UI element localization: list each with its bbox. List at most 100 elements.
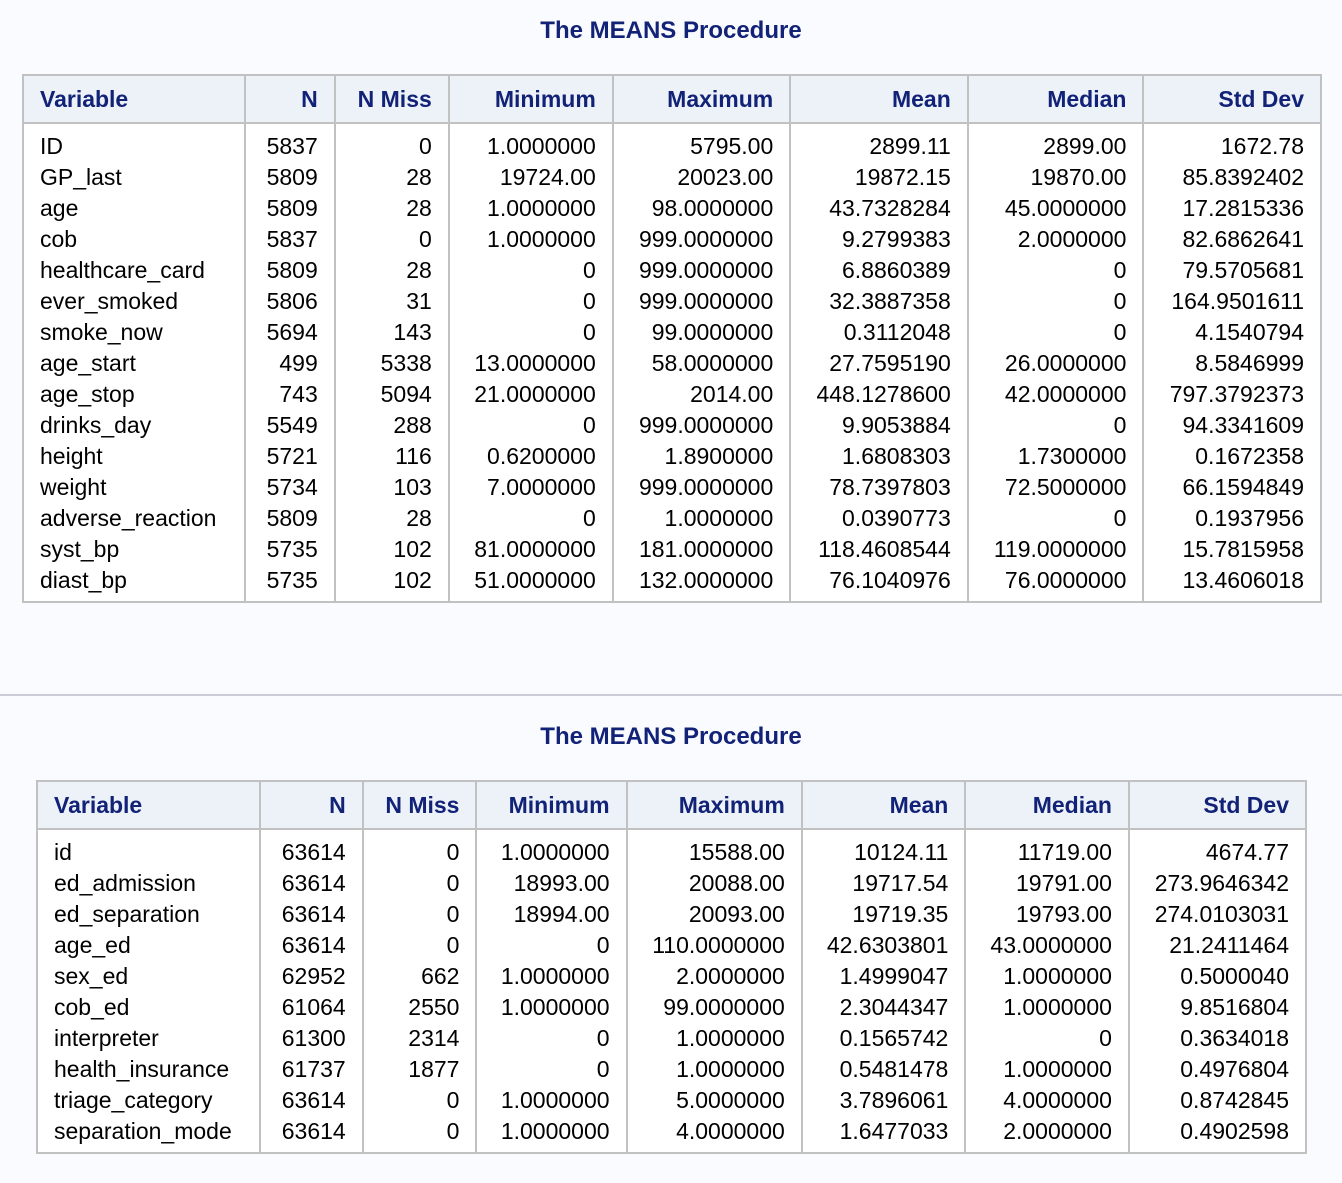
mean-cell: 0.5481478 xyxy=(800,1054,966,1085)
std-dev-cell: 13.4606018 xyxy=(1142,565,1321,602)
mean-cell: 78.7397803 xyxy=(789,472,968,503)
variable-cell: weight xyxy=(40,474,107,500)
std-dev-cell: 94.3341609 xyxy=(1142,410,1321,441)
std-dev-cell: 0.1672358 xyxy=(1142,441,1321,472)
std-dev-cell: 4674.77 xyxy=(1127,829,1306,868)
n-cell: 499 xyxy=(243,348,335,379)
median-cell: 1.0000000 xyxy=(964,992,1129,1023)
mean-cell: 19719.35 xyxy=(800,899,966,930)
median-cell: 43.0000000 xyxy=(964,930,1129,961)
variable-cell: ID xyxy=(40,133,63,159)
table-body: ID 5837 0 1.0000000 5795.00 2899.11 2899.00 167… xyxy=(23,123,1321,602)
mean-cell: 76.1040976 xyxy=(789,565,968,602)
median-cell: 72.5000000 xyxy=(966,472,1144,503)
n-cell: 61737 xyxy=(258,1054,363,1085)
minimum-cell: 0 xyxy=(475,1023,627,1054)
table-row: id 63614 0 1.0000000 15588.00 10124.11 11719.0… xyxy=(37,829,1306,868)
minimum-cell: 0 xyxy=(447,503,613,534)
n-cell: 743 xyxy=(243,379,335,410)
median-cell: 0 xyxy=(966,286,1144,317)
maximum-cell: 181.0000000 xyxy=(611,534,791,565)
variable-header: Variable xyxy=(23,75,245,124)
mean-cell: 3.7896061 xyxy=(800,1085,966,1116)
n-miss-cell: 2314 xyxy=(361,1023,477,1054)
variable-cell: age xyxy=(40,195,79,221)
means-table: Variable N N Miss Minimum Maximum Mean Median S… xyxy=(36,780,1307,1154)
table-row: age 5809 28 1.0000000 98.0000000 43.7328284 45… xyxy=(23,193,1321,224)
procedure-title: The MEANS Procedure xyxy=(540,723,802,750)
minimum-cell: 7.0000000 xyxy=(447,472,613,503)
mean-cell: 10124.11 xyxy=(800,829,966,868)
minimum-cell: 1.0000000 xyxy=(475,961,627,992)
means-output-section-1: The MEANS Procedure Variable N N Miss Minim… xyxy=(22,17,1322,603)
n-cell: 5549 xyxy=(243,410,335,441)
std-dev-header: Std Dev xyxy=(1142,75,1321,124)
n-miss-cell: 116 xyxy=(333,441,449,472)
table-row: ed_separation 63614 0 18994.00 20093.00 19719… xyxy=(37,899,1306,930)
variable-cell: ed_separation xyxy=(54,901,200,927)
n-cell: 5806 xyxy=(243,286,335,317)
minimum-cell: 13.0000000 xyxy=(447,348,613,379)
n-cell: 5837 xyxy=(243,123,335,162)
n-miss-cell: 0 xyxy=(361,930,477,961)
table-row: age_start 499 5338 13.0000000 58.0000000 27.7… xyxy=(23,348,1321,379)
n-cell: 63614 xyxy=(258,1116,363,1153)
maximum-header: Maximum xyxy=(625,781,802,830)
maximum-cell: 15588.00 xyxy=(625,829,802,868)
header-row: Variable N N Miss Minimum Maximum Mean Median S… xyxy=(37,781,1306,830)
mean-cell: 42.6303801 xyxy=(800,930,966,961)
median-cell: 0 xyxy=(964,1023,1129,1054)
n-miss-cell: 288 xyxy=(333,410,449,441)
median-cell: 42.0000000 xyxy=(966,379,1144,410)
maximum-cell: 999.0000000 xyxy=(611,410,791,441)
table-row: triage_category 63614 0 1.0000000 5.0000000 3… xyxy=(37,1085,1306,1116)
variable-cell: syst_bp xyxy=(40,536,120,562)
median-cell: 1.0000000 xyxy=(964,961,1129,992)
minimum-cell: 0 xyxy=(447,286,613,317)
variable-cell: GP_last xyxy=(40,164,122,190)
table-row: drinks_day 5549 288 0 999.0000000 9.9053884 0 9… xyxy=(23,410,1321,441)
mean-cell: 27.7595190 xyxy=(789,348,968,379)
median-cell: 0 xyxy=(966,255,1144,286)
table-header: Variable N N Miss Minimum Maximum Mean Median S… xyxy=(37,781,1306,830)
table-row: GP_last 5809 28 19724.00 20023.00 19872.15 198… xyxy=(23,162,1321,193)
table-row: sex_ed 62952 662 1.0000000 2.0000000 1.499904… xyxy=(37,961,1306,992)
median-cell: 19791.00 xyxy=(964,868,1129,899)
maximum-cell: 20088.00 xyxy=(625,868,802,899)
table-row: healthcare_card 5809 28 0 999.0000000 6.88603… xyxy=(23,255,1321,286)
n-cell: 5694 xyxy=(243,317,335,348)
minimum-cell: 18994.00 xyxy=(475,899,627,930)
maximum-cell: 1.0000000 xyxy=(611,503,791,534)
n-miss-cell: 28 xyxy=(333,162,449,193)
std-dev-cell: 164.9501611 xyxy=(1142,286,1321,317)
variable-header: Variable xyxy=(37,781,260,830)
n-cell: 5734 xyxy=(243,472,335,503)
median-cell: 2899.00 xyxy=(966,123,1144,162)
std-dev-cell: 21.2411464 xyxy=(1127,930,1306,961)
table-row: syst_bp 5735 102 81.0000000 181.0000000 118.4… xyxy=(23,534,1321,565)
std-dev-cell: 0.1937956 xyxy=(1142,503,1321,534)
std-dev-cell: 9.8516804 xyxy=(1127,992,1306,1023)
n-miss-cell: 0 xyxy=(361,829,477,868)
variable-cell: ever_smoked xyxy=(40,288,179,314)
mean-cell: 1.6808303 xyxy=(789,441,968,472)
n-cell: 5809 xyxy=(243,503,335,534)
table-row: cob_ed 61064 2550 1.0000000 99.0000000 2.3044… xyxy=(37,992,1306,1023)
std-dev-cell: 274.0103031 xyxy=(1127,899,1306,930)
std-dev-cell: 273.9646342 xyxy=(1127,868,1306,899)
maximum-cell: 999.0000000 xyxy=(611,472,791,503)
n-miss-cell: 0 xyxy=(361,1116,477,1153)
maximum-cell: 132.0000000 xyxy=(611,565,791,602)
mean-cell: 9.2799383 xyxy=(789,224,968,255)
mean-cell: 32.3887358 xyxy=(789,286,968,317)
median-cell: 45.0000000 xyxy=(966,193,1144,224)
std-dev-cell: 0.5000040 xyxy=(1127,961,1306,992)
n-cell: 63614 xyxy=(258,829,363,868)
table-header: Variable N N Miss Minimum Maximum Mean Median S… xyxy=(23,75,1321,124)
table-row: smoke_now 5694 143 0 99.0000000 0.3112048 0 4.1… xyxy=(23,317,1321,348)
mean-cell: 19717.54 xyxy=(800,868,966,899)
minimum-cell: 1.0000000 xyxy=(475,992,627,1023)
table-row: age_ed 63614 0 0 110.0000000 42.6303801 43.000… xyxy=(37,930,1306,961)
variable-cell: interpreter xyxy=(54,1025,159,1051)
mean-cell: 6.8860389 xyxy=(789,255,968,286)
